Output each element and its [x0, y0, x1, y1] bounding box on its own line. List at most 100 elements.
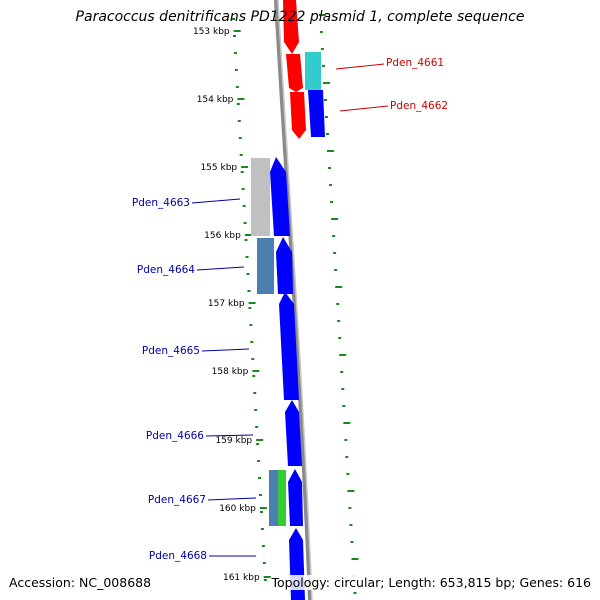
kbp-label: 154 kbp	[197, 95, 234, 105]
scale-tick-right	[318, 14, 326, 16]
gene-leader-line	[191, 198, 241, 204]
kbp-label: 159 kbp	[215, 436, 252, 446]
scale-tick-left	[259, 511, 263, 513]
scale-tick-left	[252, 375, 256, 377]
scale-tick-right	[321, 65, 325, 67]
scale-tick-left	[242, 205, 246, 207]
scale-tick-right	[320, 48, 324, 50]
gene-leader-line	[201, 348, 250, 352]
scale-tick-left	[251, 358, 255, 360]
scale-tick-right	[347, 490, 355, 492]
scale-tick-left	[235, 86, 239, 88]
scale-tick-left	[256, 443, 260, 445]
scale-tick-right	[341, 388, 345, 390]
scale-tick-left	[234, 69, 238, 71]
gene-blue-4665[interactable]	[279, 292, 299, 400]
scale-tick-left	[236, 103, 240, 105]
scale-tick-left	[258, 477, 262, 479]
gene-blue-4663[interactable]	[270, 157, 290, 236]
scale-tick-right	[323, 99, 327, 101]
scale-major-tick	[248, 302, 256, 304]
gene-steelblue-4664[interactable]	[257, 238, 274, 294]
gene-blue-4662[interactable]	[308, 90, 325, 137]
gene-red-3[interactable]	[290, 92, 306, 139]
scale-tick-right	[328, 167, 332, 169]
scale-tick-right	[335, 286, 343, 288]
gene-leader-line	[339, 105, 389, 112]
scale-tick-right	[337, 320, 341, 322]
scale-tick-left	[233, 52, 237, 54]
gene-blue-4664[interactable]	[276, 237, 293, 294]
scale-tick-left	[248, 307, 252, 309]
gene-label-pden_4664[interactable]: Pden_4664	[137, 264, 195, 276]
kbp-label: 155 kbp	[200, 163, 237, 173]
scale-tick-left	[262, 562, 266, 564]
gene-label-pden_4668[interactable]: Pden_4668	[149, 550, 207, 562]
scale-tick-left	[232, 18, 236, 20]
scale-tick-right	[327, 150, 334, 152]
scale-tick-right	[353, 592, 357, 594]
scale-tick-right	[325, 133, 329, 135]
scale-major-tick	[233, 30, 241, 32]
gene-label-pden_4666[interactable]: Pden_4666	[146, 430, 204, 442]
kbp-label: 158 kbp	[212, 367, 249, 377]
scale-tick-right	[350, 541, 354, 543]
gene-steelblue-4667[interactable]	[269, 470, 278, 526]
accession-text: Accession: NC_008688	[9, 575, 152, 590]
gene-label-pden_4667[interactable]: Pden_4667	[148, 494, 206, 506]
scale-tick-left	[237, 120, 241, 122]
kbp-label: 156 kbp	[204, 231, 241, 241]
scale-tick-left	[247, 290, 251, 292]
scale-major-tick	[263, 576, 271, 578]
gene-label-pden_4663[interactable]: Pden_4663	[132, 197, 190, 209]
gene-label-pden_4662[interactable]: Pden_4662	[390, 100, 448, 112]
gene-red-1[interactable]	[283, 0, 299, 54]
scale-tick-left	[258, 494, 262, 496]
backbone-inner	[274, 0, 312, 600]
scale-tick-left	[239, 154, 243, 156]
scale-major-tick	[256, 439, 264, 441]
kbp-label: 153 kbp	[193, 27, 230, 37]
gene-red-2[interactable]	[286, 54, 303, 92]
scale-tick-right	[343, 422, 351, 424]
gene-label-pden_4665[interactable]: Pden_4665	[142, 345, 200, 357]
scale-tick-right	[330, 201, 334, 203]
summary-text: Topology: circular; Length: 653,815 bp; …	[271, 575, 591, 590]
scale-tick-left	[263, 579, 267, 581]
scale-tick-right	[332, 235, 336, 237]
scale-tick-right	[344, 439, 348, 441]
gene-blue-4667[interactable]	[288, 469, 303, 526]
scale-tick-right	[329, 184, 333, 186]
gene-cyan-4661[interactable]	[305, 52, 321, 90]
scale-tick-right	[338, 337, 342, 339]
gene-green-4667[interactable]	[278, 470, 286, 526]
scale-tick-right	[339, 354, 347, 356]
scale-tick-left	[244, 239, 248, 241]
scale-tick-right	[331, 218, 339, 220]
scale-tick-left	[249, 324, 253, 326]
scale-major-tick	[252, 370, 260, 372]
gene-leader-line	[205, 434, 254, 437]
scale-tick-left	[232, 35, 236, 37]
scale-major-tick	[237, 98, 245, 100]
scale-tick-left	[260, 528, 264, 530]
scale-tick-left	[246, 273, 250, 275]
scale-tick-right	[340, 371, 344, 373]
scale-tick-right	[348, 507, 352, 509]
gene-label-pden_4661[interactable]: Pden_4661	[386, 57, 444, 69]
ticks-right	[318, 14, 359, 594]
gene-gray-4663[interactable]	[251, 158, 270, 236]
gene-leader-line	[335, 63, 385, 70]
scale-tick-right	[342, 405, 346, 407]
scale-tick-left	[243, 222, 247, 224]
gene-blue-4666[interactable]	[285, 400, 302, 466]
scale-tick-left	[250, 341, 254, 343]
scale-tick-left	[255, 426, 259, 428]
map-title: Paracoccus denitrificans PD1222 plasmid …	[75, 9, 525, 25]
scale-tick-left	[261, 545, 265, 547]
scale-tick-left	[257, 460, 261, 462]
scale-tick-right	[324, 116, 328, 118]
scale-major-tick	[259, 507, 267, 509]
scale-tick-left	[238, 137, 242, 139]
